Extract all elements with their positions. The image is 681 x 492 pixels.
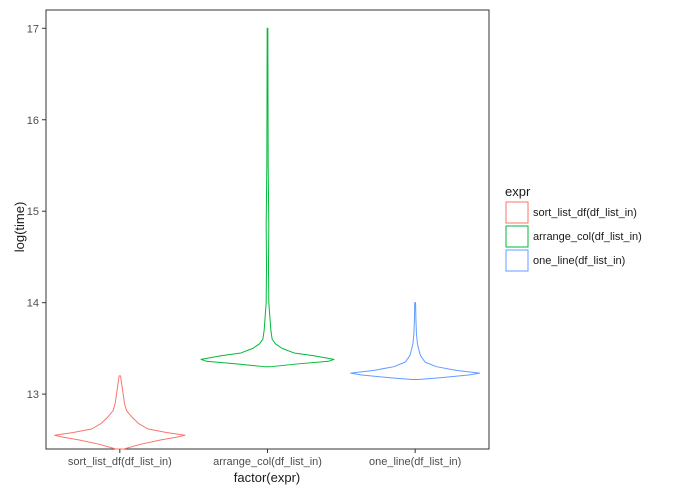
x-axis-title: factor(expr) xyxy=(234,470,300,485)
x-tick-label-2: one_line(df_list_in) xyxy=(369,456,461,468)
legend-label-1: arrange_col(df_list_in) xyxy=(533,231,642,243)
violins-group xyxy=(54,27,481,450)
y-axis: 13 14 15 16 17 xyxy=(27,23,46,401)
legend-title: expr xyxy=(505,184,531,199)
x-tick-label-0: sort_list_df(df_list_in) xyxy=(68,456,172,468)
violin-0 xyxy=(54,375,186,450)
legend-key-0 xyxy=(505,201,529,224)
x-tick-label-1: arrange_col(df_list_in) xyxy=(213,456,322,468)
y-tick-label-14: 14 xyxy=(27,298,39,310)
violin-2 xyxy=(350,302,481,380)
legend-label-2: one_line(df_list_in) xyxy=(533,255,625,267)
legend-label-0: sort_list_df(df_list_in) xyxy=(533,207,637,219)
y-tick-label-13: 13 xyxy=(27,389,39,401)
y-axis-title: log(time) xyxy=(12,202,27,253)
y-tick-label-17: 17 xyxy=(27,23,39,35)
legend-key-2 xyxy=(505,249,529,272)
legend-key-1 xyxy=(505,225,529,248)
violin-1 xyxy=(200,27,335,368)
legend: expr sort_list_df(df_list_in) arrange_col… xyxy=(505,184,642,272)
y-tick-label-15: 15 xyxy=(27,206,39,218)
y-tick-label-16: 16 xyxy=(27,115,39,127)
x-axis: sort_list_df(df_list_in) arrange_col(df_l… xyxy=(68,449,461,468)
